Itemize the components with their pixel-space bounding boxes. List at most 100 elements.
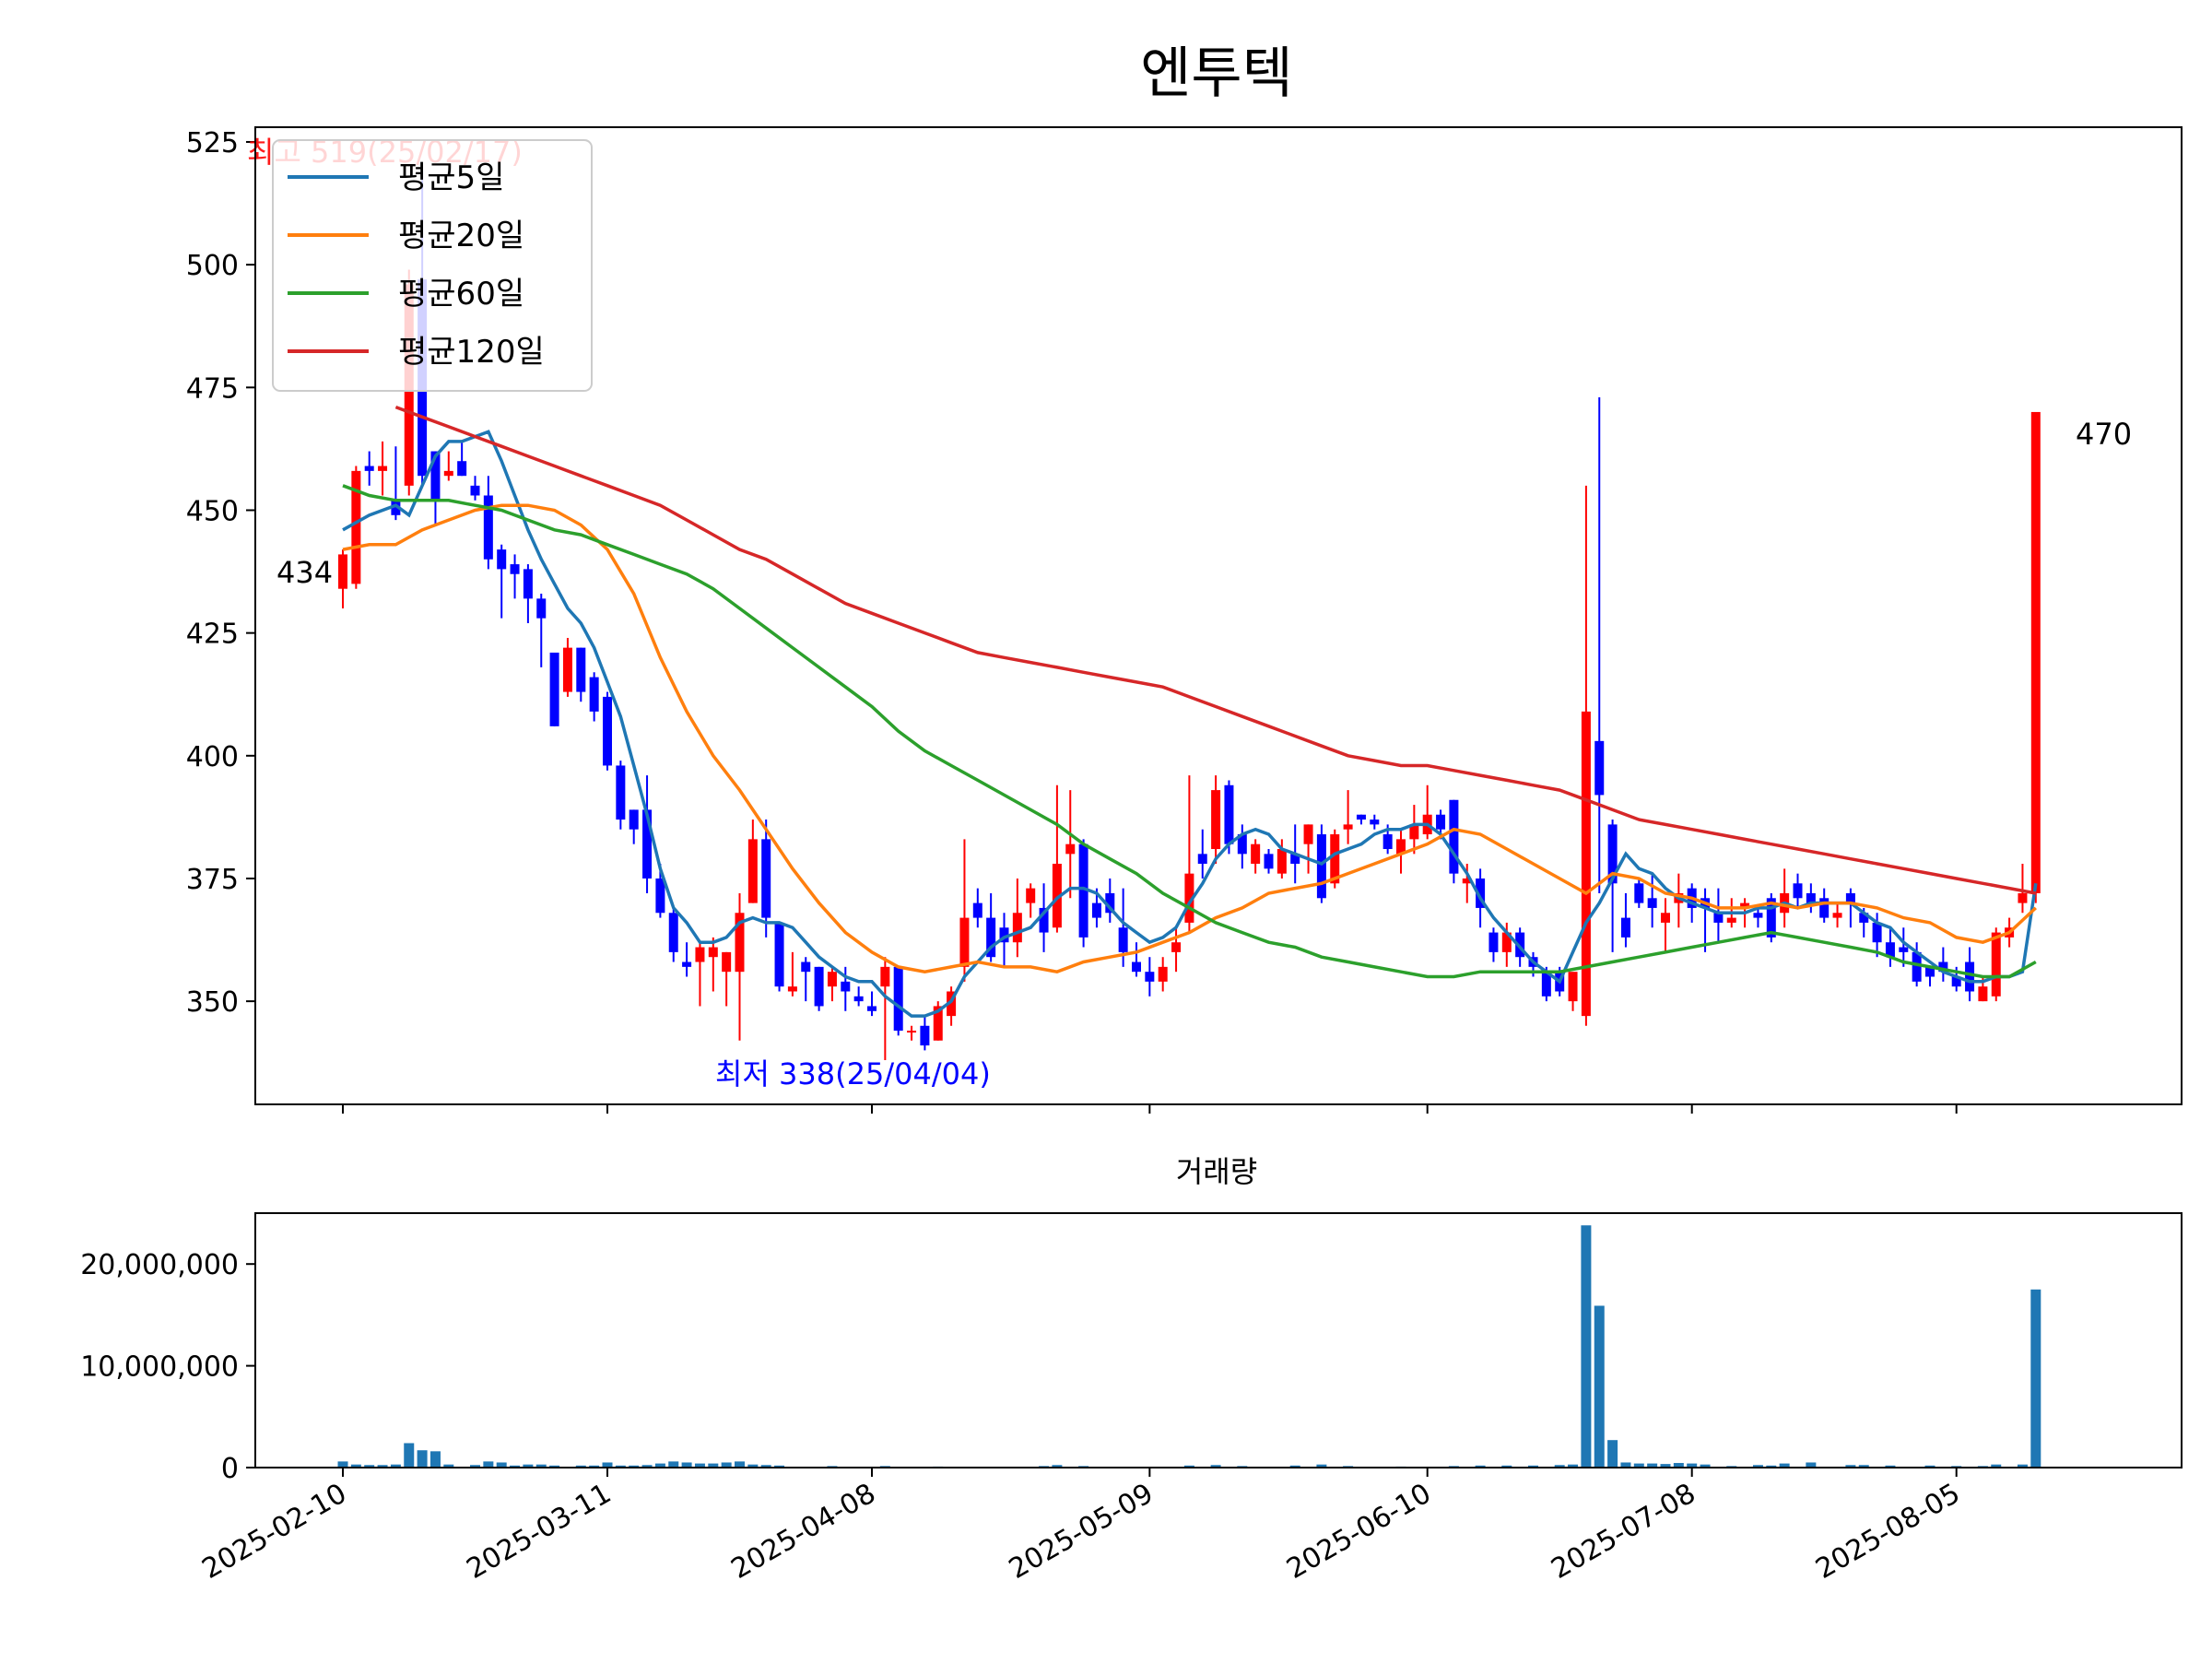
candle-body-down bbox=[1515, 932, 1525, 958]
candle-body-down bbox=[1925, 966, 1935, 977]
candle-body-down bbox=[457, 461, 467, 477]
candle-body-down bbox=[1145, 972, 1155, 982]
volume-bar bbox=[708, 1463, 719, 1468]
candle-body-down bbox=[1197, 854, 1207, 864]
candle-body-up bbox=[880, 966, 890, 987]
volume-bar bbox=[1885, 1465, 1896, 1468]
volume-panel-title: 거래량 bbox=[1176, 1154, 1257, 1189]
volume-bar bbox=[1316, 1464, 1327, 1468]
volume-bar bbox=[443, 1464, 454, 1468]
volume-bar bbox=[1924, 1465, 1936, 1468]
candle-body-up bbox=[933, 1006, 943, 1041]
price-y-tick-label: 425 bbox=[186, 619, 239, 651]
volume-bar bbox=[1779, 1463, 1790, 1468]
candle-body-down bbox=[1620, 917, 1630, 938]
volume-bar bbox=[1633, 1463, 1644, 1468]
candle-body-up bbox=[1026, 888, 1036, 903]
first-close-label: 434 bbox=[276, 555, 333, 590]
candle-body-up bbox=[747, 839, 758, 903]
candle-body-down bbox=[1634, 883, 1644, 903]
candle-body-up bbox=[1409, 824, 1419, 840]
last-close-label: 470 bbox=[2076, 417, 2132, 452]
volume-bar bbox=[589, 1465, 600, 1468]
candle-body-down bbox=[576, 647, 586, 692]
volume-bar bbox=[1475, 1465, 1486, 1468]
chart-title: 엔투텍 bbox=[1140, 41, 1293, 106]
candle-body-down bbox=[841, 981, 851, 992]
candle-body-down bbox=[1078, 843, 1088, 938]
candle-body-up bbox=[338, 554, 347, 589]
candle-body-up bbox=[1740, 902, 1750, 908]
candle-body-down bbox=[1872, 922, 1882, 943]
candle-body-up bbox=[1832, 913, 1842, 918]
candle-body-down bbox=[616, 765, 626, 820]
ma60-line bbox=[342, 484, 2037, 979]
candle-body-up bbox=[947, 991, 957, 1017]
candle-body-down bbox=[761, 839, 771, 918]
volume-bar bbox=[535, 1464, 547, 1468]
candle-body-down bbox=[364, 466, 374, 471]
volume-bar bbox=[470, 1465, 480, 1468]
ma20-line bbox=[342, 503, 2037, 974]
volume-bar bbox=[549, 1465, 560, 1468]
candle-body-up bbox=[1661, 913, 1670, 923]
volume-bar bbox=[1581, 1225, 1592, 1468]
candle-body-down bbox=[483, 495, 493, 560]
candle-body-down bbox=[1224, 784, 1234, 844]
candle-body-down bbox=[1793, 883, 1803, 899]
candle-body-down bbox=[1713, 913, 1724, 923]
candle-body-down bbox=[1237, 834, 1247, 855]
candle-body-up bbox=[1012, 913, 1022, 943]
candle-body-up bbox=[2030, 411, 2041, 893]
volume-bar bbox=[1858, 1465, 1869, 1468]
candle-body-down bbox=[642, 809, 653, 879]
price-panel: 350375400425450475500525최고 519(25/02/17)… bbox=[186, 126, 2183, 1114]
candle-body-down bbox=[1316, 834, 1326, 899]
candle-body-up bbox=[787, 986, 797, 992]
candle-body-down bbox=[1912, 951, 1922, 982]
candle-body-down bbox=[1039, 907, 1049, 933]
volume-bar bbox=[429, 1451, 441, 1468]
candle-body-down bbox=[1859, 913, 1869, 923]
volume-bar bbox=[496, 1462, 507, 1468]
candle-body-down bbox=[1594, 740, 1605, 796]
ma120-line bbox=[394, 405, 2037, 895]
volume-bar bbox=[721, 1462, 732, 1468]
volume-bar bbox=[1647, 1463, 1658, 1468]
volume-bar bbox=[1210, 1465, 1221, 1468]
candle-body-down bbox=[1488, 932, 1499, 952]
volume-bar bbox=[774, 1465, 785, 1468]
price-y-tick-label: 375 bbox=[186, 864, 239, 896]
candle-body-up bbox=[562, 647, 572, 692]
candle-body-up bbox=[735, 913, 745, 973]
candle-body-up bbox=[2018, 892, 2028, 903]
price-y-tick-label: 500 bbox=[186, 250, 239, 282]
candle-body-up bbox=[695, 947, 705, 962]
candle-body-down bbox=[1806, 892, 1816, 903]
ma5-line bbox=[342, 430, 2038, 1018]
price-panel-frame bbox=[254, 126, 2183, 1105]
candle-body-down bbox=[1938, 961, 1948, 973]
volume-bar bbox=[1607, 1440, 1618, 1468]
volume-bar bbox=[364, 1465, 375, 1468]
volume-bar bbox=[1289, 1465, 1300, 1468]
candle-body-up bbox=[443, 470, 453, 477]
volume-bar bbox=[377, 1465, 388, 1468]
candle-body-up bbox=[378, 466, 388, 471]
candle-body-down bbox=[655, 878, 665, 914]
legend-item-ma60-label: 평균60일 bbox=[398, 276, 524, 313]
price-y-tick-label: 350 bbox=[186, 986, 239, 1019]
candle-body-up bbox=[1978, 986, 1988, 1002]
volume-bar bbox=[1673, 1463, 1684, 1468]
candle-body-up bbox=[1581, 711, 1591, 1017]
candle-body-down bbox=[1356, 814, 1366, 820]
candle-body-down bbox=[1607, 824, 1618, 884]
volume-bar bbox=[760, 1465, 771, 1468]
candle-body-down bbox=[523, 569, 533, 599]
price-y-tick-label: 400 bbox=[186, 741, 239, 773]
volume-bar bbox=[1554, 1465, 1565, 1468]
legend-item-ma120-label: 평균120일 bbox=[398, 334, 545, 371]
candle-body-down bbox=[589, 677, 599, 712]
